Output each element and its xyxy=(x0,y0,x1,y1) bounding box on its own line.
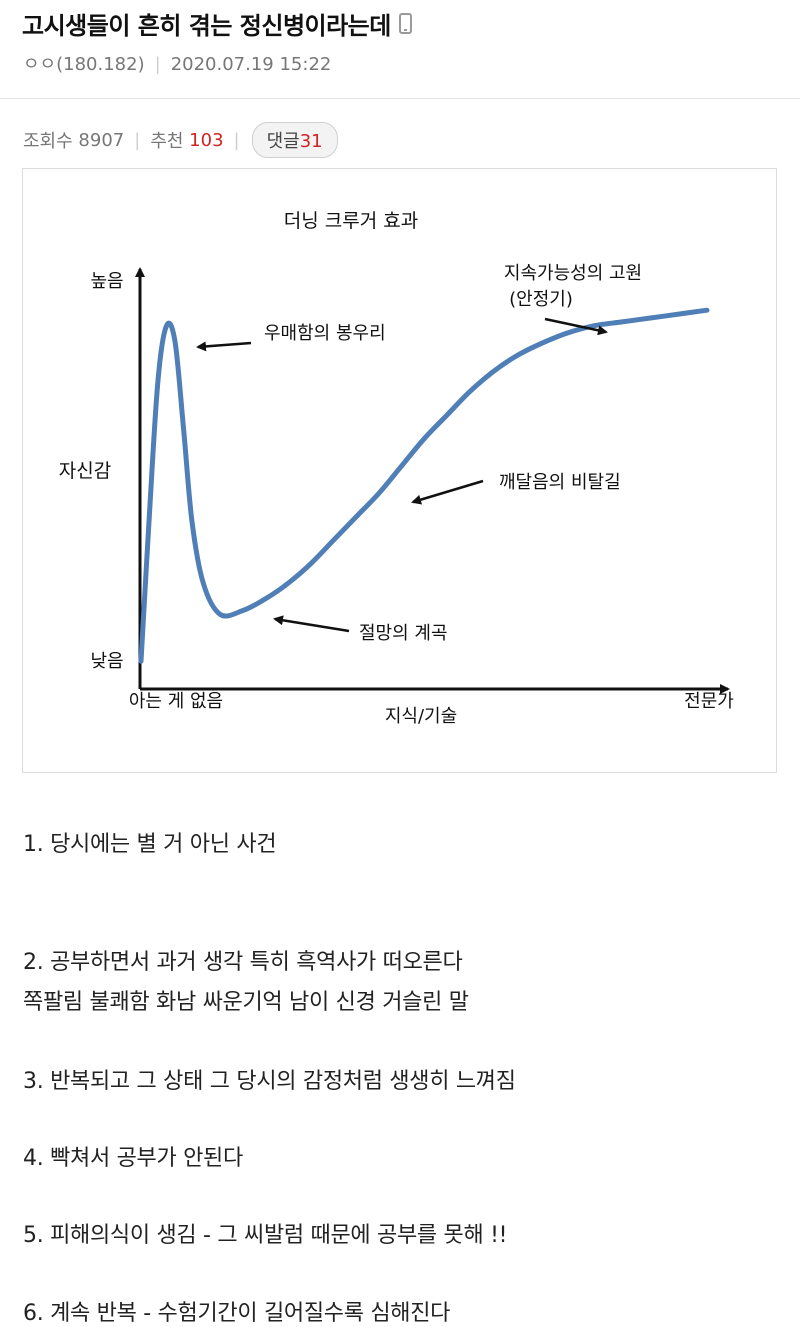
annotation-plateau-sub: (안정기) xyxy=(509,289,573,310)
post-title-text: 고시생들이 흔히 겪는 정신병이라는데 xyxy=(22,12,391,40)
post-meta: ㅇㅇ(180.182) | 2020.07.19 15:22 xyxy=(23,50,331,76)
body-line: 2. 공부하면서 과거 생각 특히 흑역사가 떠오른다 xyxy=(23,950,463,975)
annotation-arrow-slope xyxy=(411,479,484,505)
stats-divider: | xyxy=(233,129,240,151)
annotation-arrow-peak xyxy=(196,341,252,352)
views-count: 8907 xyxy=(78,129,125,151)
annotation-peak: 우매함의 봉우리 xyxy=(264,323,386,344)
confidence-curve xyxy=(138,307,710,664)
body-line: 5. 피해의식이 생김 - 그 씨발럼 때문에 공부를 못해 !! xyxy=(23,1223,508,1248)
chart-svg: 더닝 크루거 효과 높음 낮음 자신감 아는 게 없음 전문가 지식/기술 우매… xyxy=(59,210,734,727)
body-line: 쪽팔림 불쾌함 화남 싸운기억 남이 신경 거슬린 말 xyxy=(23,990,469,1015)
post-stats: 조회수 8907 | 추천 103 | 댓글31 xyxy=(23,122,338,158)
mobile-phone-icon xyxy=(398,13,412,34)
y-tick-label-low: 낮음 xyxy=(90,651,123,672)
dunning-kruger-chart: 더닝 크루거 효과 높음 낮음 자신감 아는 게 없음 전문가 지식/기술 우매… xyxy=(22,168,777,773)
comments-label: 댓글 xyxy=(266,131,300,152)
body-line: 3. 반복되고 그 상태 그 당시의 감정처럼 생생히 느껴짐 xyxy=(23,1069,516,1094)
x-axis-label: 지식/기술 xyxy=(385,706,457,727)
recommend-label: 추천 xyxy=(150,131,184,152)
annotation-arrow-valley xyxy=(273,615,350,633)
annotation-valley: 절망의 계곡 xyxy=(359,623,448,644)
y-axis-label: 자신감 xyxy=(59,460,111,482)
x-tick-label-start: 아는 게 없음 xyxy=(129,691,223,712)
x-tick-label-end: 전문가 xyxy=(684,691,734,712)
post-header: 고시생들이 흔히 겪는 정신병이라는데 ㅇㅇ(180.182) | 2020.07.… xyxy=(0,0,800,99)
annotation-slope: 깨달음의 비탈길 xyxy=(499,472,621,493)
chart-title: 더닝 크루거 효과 xyxy=(284,210,418,232)
annotation-plateau: 지속가능성의 고원 xyxy=(504,263,642,284)
body-line: 1. 당시에는 별 거 아닌 사건 xyxy=(23,832,277,857)
stats-divider: | xyxy=(134,129,141,151)
comments-count: 31 xyxy=(299,131,323,152)
meta-divider: | xyxy=(154,54,161,75)
y-tick-label-high: 높음 xyxy=(90,271,123,292)
recommend-count: 103 xyxy=(189,129,224,151)
post-datetime: 2020.07.19 15:22 xyxy=(170,54,332,75)
views-label: 조회수 xyxy=(23,131,73,152)
annotation-arrow-plateau xyxy=(544,317,608,336)
comments-button[interactable]: 댓글31 xyxy=(251,122,338,158)
body-line: 4. 빡쳐서 공부가 안된다 xyxy=(23,1146,243,1171)
body-line: 6. 계속 반복 - 수험기간이 길어질수록 심해진다 xyxy=(23,1301,451,1326)
post-title: 고시생들이 흔히 겪는 정신병이라는데 xyxy=(22,6,412,41)
author-name[interactable]: ㅇㅇ(180.182) xyxy=(23,54,145,75)
